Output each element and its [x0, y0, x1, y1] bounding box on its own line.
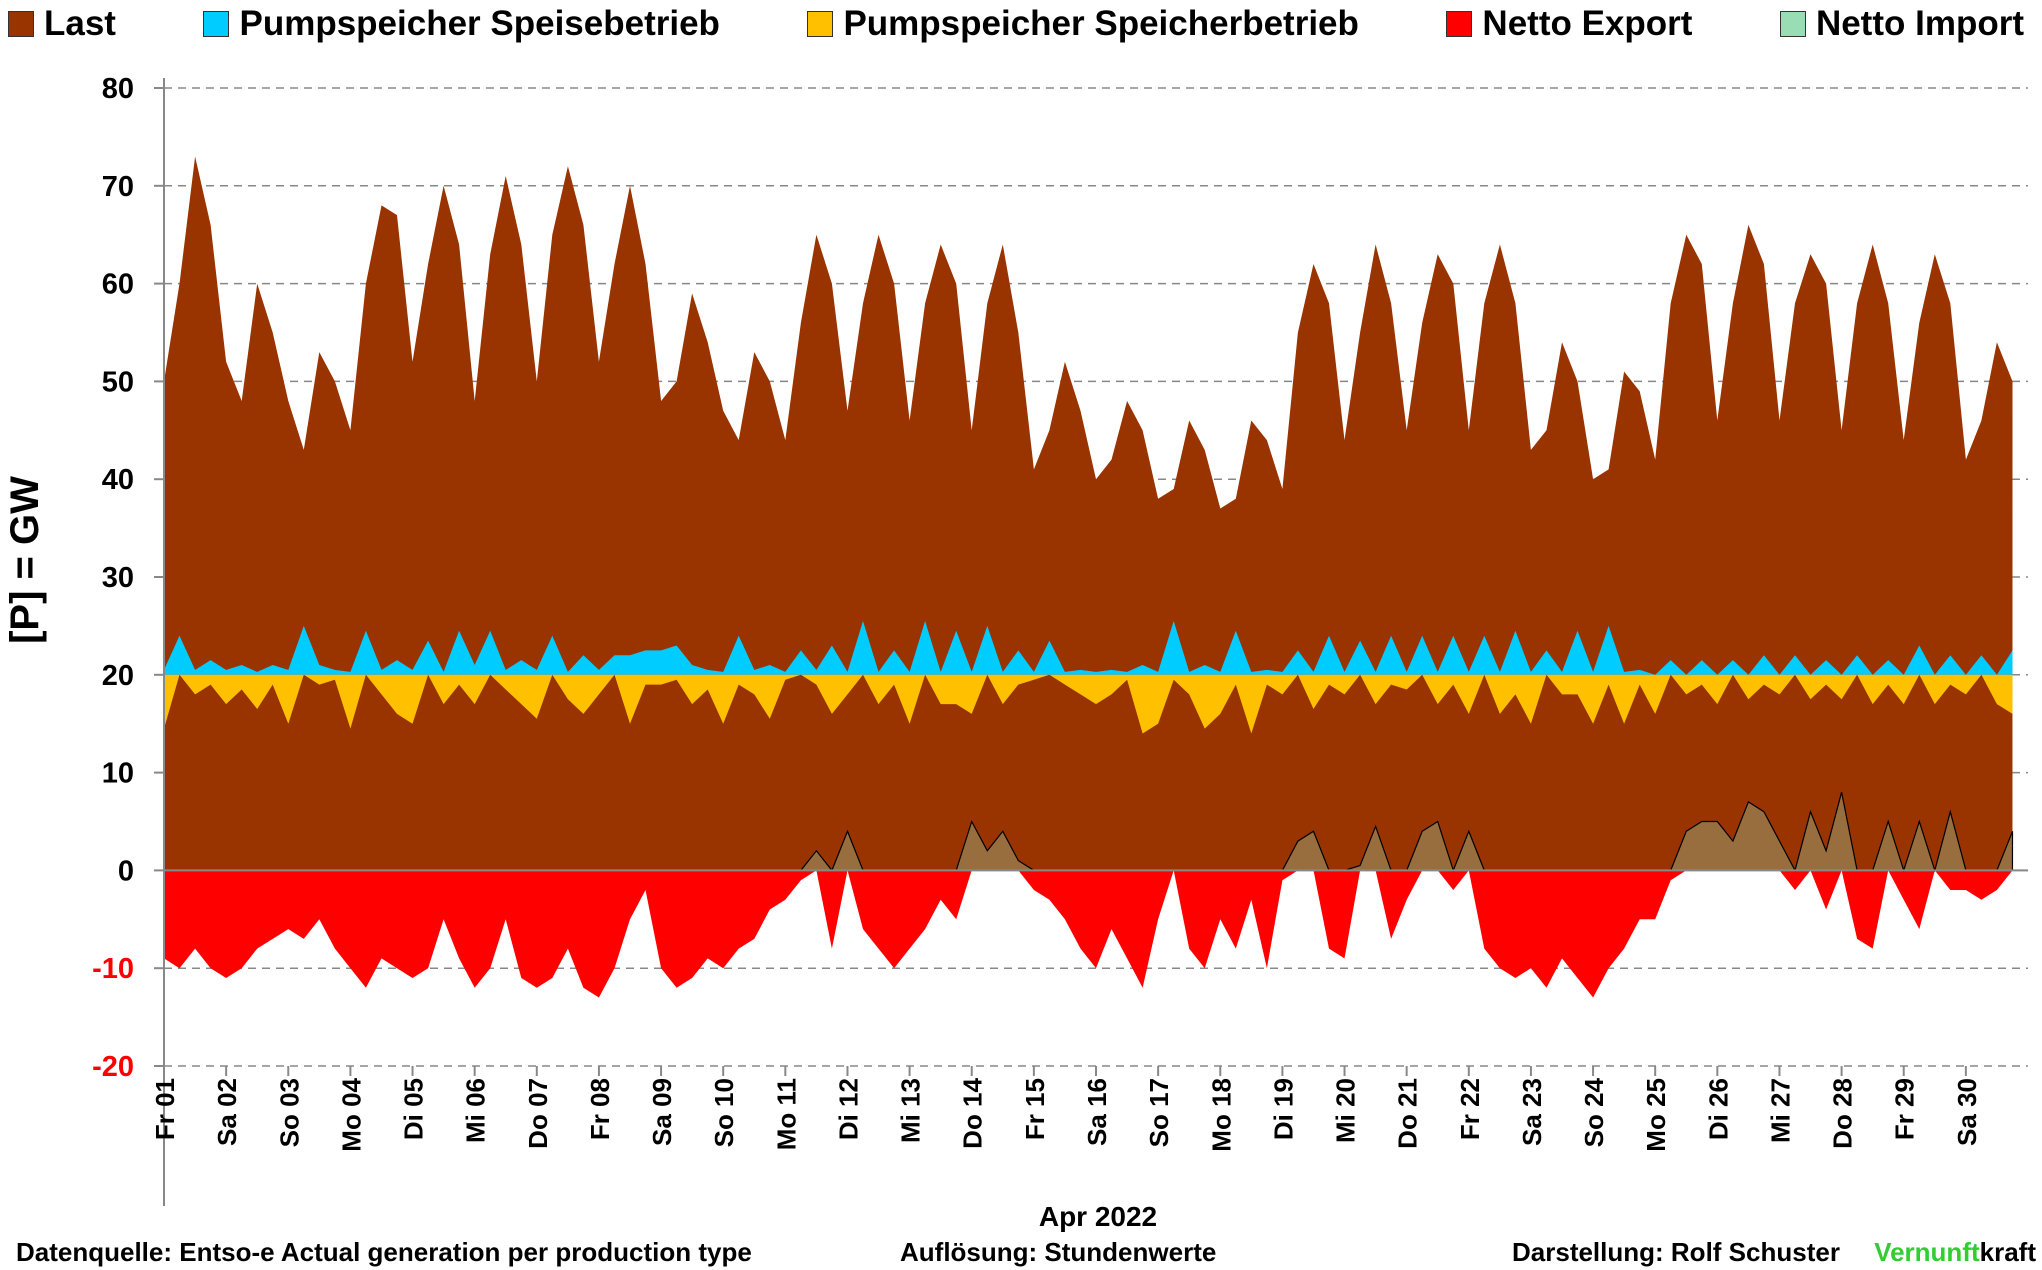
- x-tick-label: Di 05: [399, 1078, 429, 1140]
- legend-label: Pumpspeicher Speisebetrieb: [239, 4, 720, 43]
- x-tick-label: So 03: [274, 1078, 304, 1147]
- x-axis-label: Apr 2022: [1039, 1201, 1157, 1232]
- x-tick-label: Mi 20: [1331, 1078, 1361, 1143]
- legend-swatch: [8, 11, 34, 37]
- x-tick-label: Mo 25: [1641, 1078, 1671, 1152]
- area-1: [164, 870, 2013, 998]
- legend-item: Netto Export: [1446, 4, 1692, 44]
- x-tick-label: Fr 22: [1455, 1078, 1485, 1140]
- y-tick-label: 40: [102, 464, 134, 496]
- legend-item: Netto Import: [1779, 4, 2024, 44]
- x-tick-label: Fr 29: [1890, 1078, 1920, 1140]
- x-tick-label: Di 12: [833, 1078, 863, 1140]
- x-tick-label: So 10: [709, 1078, 739, 1147]
- legend: Last Pumpspeicher Speisebetrieb Pumpspeich…: [8, 4, 2024, 44]
- x-tick-label: Sa 30: [1952, 1078, 1982, 1146]
- x-tick-label: Di 19: [1268, 1078, 1298, 1140]
- y-tick-label: 10: [102, 758, 134, 790]
- footer-source: Datenquelle: Entso-e Actual generation p…: [16, 1237, 752, 1267]
- x-tick-label: Do 21: [1393, 1078, 1423, 1149]
- area-4: [164, 674, 2013, 734]
- legend-label: Netto Import: [1815, 4, 2024, 43]
- y-tick-label: 20: [102, 660, 134, 692]
- legend-label: Last: [44, 4, 116, 43]
- x-tick-label: Do 14: [958, 1077, 988, 1148]
- footer-brand: Vernunftkraft: [1874, 1237, 2036, 1267]
- y-tick-label: -20: [92, 1051, 134, 1083]
- x-tick-label: Sa 16: [1082, 1078, 1112, 1146]
- legend-label: Pumpspeicher Speicherbetrieb: [843, 4, 1359, 43]
- legend-swatch: [203, 11, 230, 37]
- y-tick-label: -10: [92, 953, 134, 985]
- x-tick-label: Mi 13: [896, 1078, 926, 1143]
- area-0: [164, 156, 2013, 871]
- area-3: [164, 621, 2013, 675]
- axes: -20 -10 0 10 20 30 40 50 60 70 80 Fr 01 Sa 02 So 03 Mo…: [92, 73, 2028, 1206]
- x-tick-label: Fr 01: [150, 1078, 180, 1140]
- brand-part: Vernunft: [1874, 1237, 1980, 1267]
- x-tick-label: So 24: [1579, 1077, 1609, 1147]
- y-tick-label: 80: [102, 73, 134, 105]
- y-tick-label: 30: [102, 562, 134, 594]
- x-tick-label: Di 26: [1703, 1078, 1733, 1140]
- brand-part: kraft: [1980, 1237, 2037, 1267]
- x-tick-label: Mo 11: [771, 1078, 801, 1150]
- x-tick-label: So 17: [1144, 1078, 1174, 1147]
- x-tick-label: Do 28: [1828, 1078, 1858, 1149]
- x-tick-label: Sa 09: [647, 1078, 677, 1146]
- x-tick-label: Do 07: [523, 1078, 553, 1149]
- x-tick-label: Sa 02: [212, 1078, 242, 1146]
- legend-label: Netto Export: [1482, 4, 1693, 43]
- legend-item: Pumpspeicher Speisebetrieb: [203, 4, 720, 44]
- y-tick-label: 70: [102, 171, 134, 203]
- x-tick-label: Fr 15: [1020, 1078, 1050, 1140]
- y-tick-label: 60: [102, 269, 134, 301]
- x-tick-label: Mi 27: [1765, 1078, 1795, 1143]
- legend-item: Last: [8, 4, 116, 44]
- footer-author: Darstellung: Rolf Schuster: [1512, 1237, 1840, 1267]
- x-tick-label: Sa 23: [1517, 1078, 1547, 1146]
- legend-swatch: [1779, 11, 1806, 37]
- x-tick-label: Fr 08: [585, 1078, 615, 1140]
- y-tick-label: 50: [102, 366, 134, 398]
- y-axis-label: [P] = GW: [3, 476, 47, 644]
- legend-swatch: [807, 11, 834, 37]
- x-tick-label: Mo 18: [1206, 1078, 1236, 1152]
- x-tick-label: Mo 04: [336, 1077, 366, 1151]
- footer-resolution: Auflösung: Stundenwerte: [900, 1237, 1216, 1267]
- legend-swatch: [1446, 11, 1473, 37]
- legend-item: Pumpspeicher Speicherbetrieb: [807, 4, 1359, 44]
- x-tick-label: Mi 06: [461, 1078, 491, 1143]
- y-tick-label: 0: [118, 855, 134, 887]
